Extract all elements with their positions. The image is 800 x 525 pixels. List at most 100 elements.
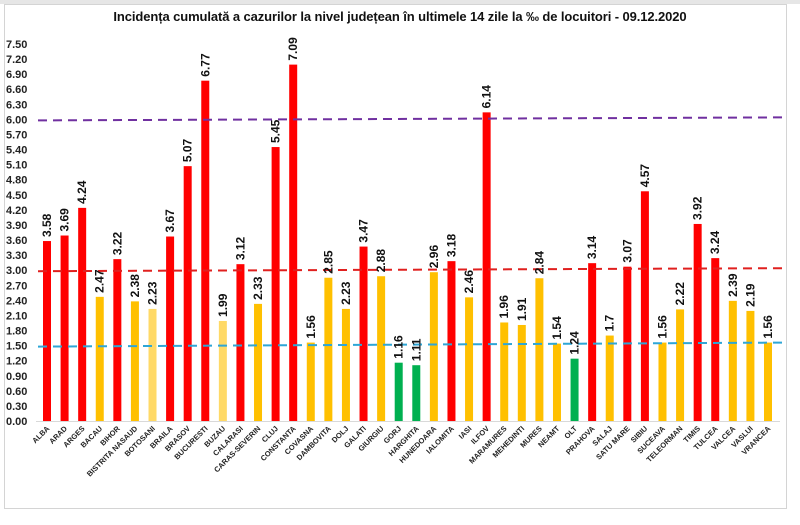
bar-hunedoara bbox=[429, 272, 438, 421]
bar-ilfov bbox=[482, 112, 491, 421]
bar-calarasi bbox=[236, 264, 245, 421]
bar-vaslui bbox=[746, 310, 755, 421]
bar-braila bbox=[166, 236, 175, 421]
chart-title: Incidența cumulată a cazurilor la nivel … bbox=[113, 9, 687, 24]
y-tick-label: 7.20 bbox=[6, 54, 27, 66]
bar-timis bbox=[693, 223, 702, 421]
bar-brasov bbox=[183, 166, 192, 421]
bar-cluj bbox=[271, 147, 280, 421]
value-label: 1.54 bbox=[550, 316, 564, 340]
value-label: 5.45 bbox=[269, 119, 283, 143]
bar-caras-severin bbox=[254, 303, 263, 421]
value-label: 3.69 bbox=[58, 208, 72, 232]
bar-neamt bbox=[552, 343, 561, 421]
top-strip bbox=[0, 0, 800, 4]
value-label: 2.85 bbox=[321, 250, 335, 274]
y-tick-label: 4.20 bbox=[6, 205, 27, 217]
value-label: 3.14 bbox=[585, 235, 599, 259]
value-label: 1.16 bbox=[392, 335, 406, 359]
value-label: 7.09 bbox=[286, 37, 300, 61]
value-label: 1.11 bbox=[409, 338, 423, 361]
bar-botosani bbox=[148, 308, 157, 421]
value-label: 3.67 bbox=[163, 209, 177, 233]
y-tick-label: 3.00 bbox=[6, 265, 27, 277]
y-tick-label: 4.50 bbox=[6, 190, 27, 202]
bar-galati bbox=[359, 246, 368, 421]
bar-teleorman bbox=[676, 309, 685, 421]
bar-alba bbox=[43, 241, 51, 421]
bar-bistrita-nasaud bbox=[130, 301, 139, 421]
value-label: 2.47 bbox=[93, 269, 107, 293]
value-label: 2.46 bbox=[462, 270, 476, 294]
y-tick-label: 0.60 bbox=[6, 386, 27, 398]
value-label: 1.56 bbox=[655, 315, 669, 339]
value-label: 3.47 bbox=[357, 219, 371, 243]
y-tick-label: 1.20 bbox=[6, 356, 27, 368]
value-label: 2.84 bbox=[532, 251, 546, 275]
bar-dambovita bbox=[324, 277, 333, 421]
bar-constanta bbox=[289, 64, 298, 421]
bar-mures bbox=[535, 278, 544, 421]
value-labels: 3.58 3.694.24 2.473.22 2.38 2.23 3.67 5.07 6.77… bbox=[40, 37, 775, 361]
value-label: 6.14 bbox=[480, 85, 494, 109]
value-label: 2.88 bbox=[374, 249, 388, 273]
y-tick-label: 3.60 bbox=[6, 235, 27, 247]
y-tick-label: 5.70 bbox=[6, 129, 27, 141]
bar-prahova bbox=[588, 263, 597, 421]
value-label: 1.99 bbox=[216, 293, 230, 317]
bar-valcea bbox=[728, 300, 737, 421]
bar-arges bbox=[78, 207, 87, 421]
value-label: 6.77 bbox=[198, 53, 212, 77]
bar-salaj bbox=[605, 335, 614, 421]
y-tick-label: 7.50 bbox=[6, 39, 27, 51]
y-tick-label: 1.80 bbox=[6, 326, 27, 338]
y-tick-label: 2.70 bbox=[6, 280, 27, 292]
value-label: 2.38 bbox=[128, 274, 142, 298]
y-tick-label: 5.10 bbox=[6, 160, 27, 172]
y-tick-label: 0.00 bbox=[6, 416, 27, 428]
value-label: 2.39 bbox=[726, 273, 740, 297]
bar-bacau bbox=[95, 296, 104, 421]
bar-bucuresti bbox=[201, 80, 210, 421]
bar-suceava bbox=[658, 342, 667, 421]
y-tick-label: 1.50 bbox=[6, 341, 27, 353]
chart-frame bbox=[4, 4, 787, 509]
value-label: 4.24 bbox=[75, 180, 89, 204]
y-tick-label: 6.00 bbox=[6, 114, 27, 126]
bar-ialomita bbox=[447, 261, 456, 421]
bar-vrancea bbox=[764, 342, 772, 421]
y-tick-label: 5.40 bbox=[6, 145, 27, 157]
bar-buzau bbox=[218, 320, 227, 421]
bar-olt bbox=[570, 358, 579, 421]
value-label: 1.56 bbox=[761, 315, 775, 339]
value-label: 1.96 bbox=[497, 295, 511, 319]
value-label: 3.58 bbox=[40, 213, 54, 237]
y-tick-label: 6.90 bbox=[6, 69, 27, 81]
y-tick-label: 0.30 bbox=[6, 401, 27, 413]
bar-tulcea bbox=[711, 258, 720, 421]
value-label: 3.24 bbox=[708, 230, 722, 254]
y-tick-label: 4.80 bbox=[6, 175, 27, 187]
value-label: 5.07 bbox=[181, 138, 195, 162]
bar-iasi bbox=[465, 297, 474, 421]
bar-harghita bbox=[412, 365, 421, 421]
reference-lines-front bbox=[37, 116, 783, 348]
bar-arad bbox=[60, 235, 69, 421]
y-tick-label: 3.90 bbox=[6, 220, 27, 232]
bar-maramures bbox=[500, 322, 509, 421]
y-tick-label: 6.30 bbox=[6, 99, 27, 111]
value-label: 1.24 bbox=[568, 331, 582, 355]
bars bbox=[43, 64, 772, 421]
bar-mehedinti bbox=[517, 324, 526, 421]
value-label: 1.91 bbox=[515, 297, 529, 321]
value-label: 2.96 bbox=[427, 245, 441, 269]
y-axis: 0.00 0.30 0.60 0.90 1.20 1.50 1.80 2.10 2.40 2.70… bbox=[6, 39, 27, 428]
value-label: 2.33 bbox=[251, 276, 265, 300]
value-label: 3.07 bbox=[620, 239, 634, 263]
bar-giurgiu bbox=[377, 276, 386, 421]
value-label: 4.57 bbox=[638, 164, 652, 188]
value-label: 1.56 bbox=[304, 315, 318, 339]
bar-gorj bbox=[394, 362, 403, 421]
bar-sibiu bbox=[640, 191, 649, 421]
